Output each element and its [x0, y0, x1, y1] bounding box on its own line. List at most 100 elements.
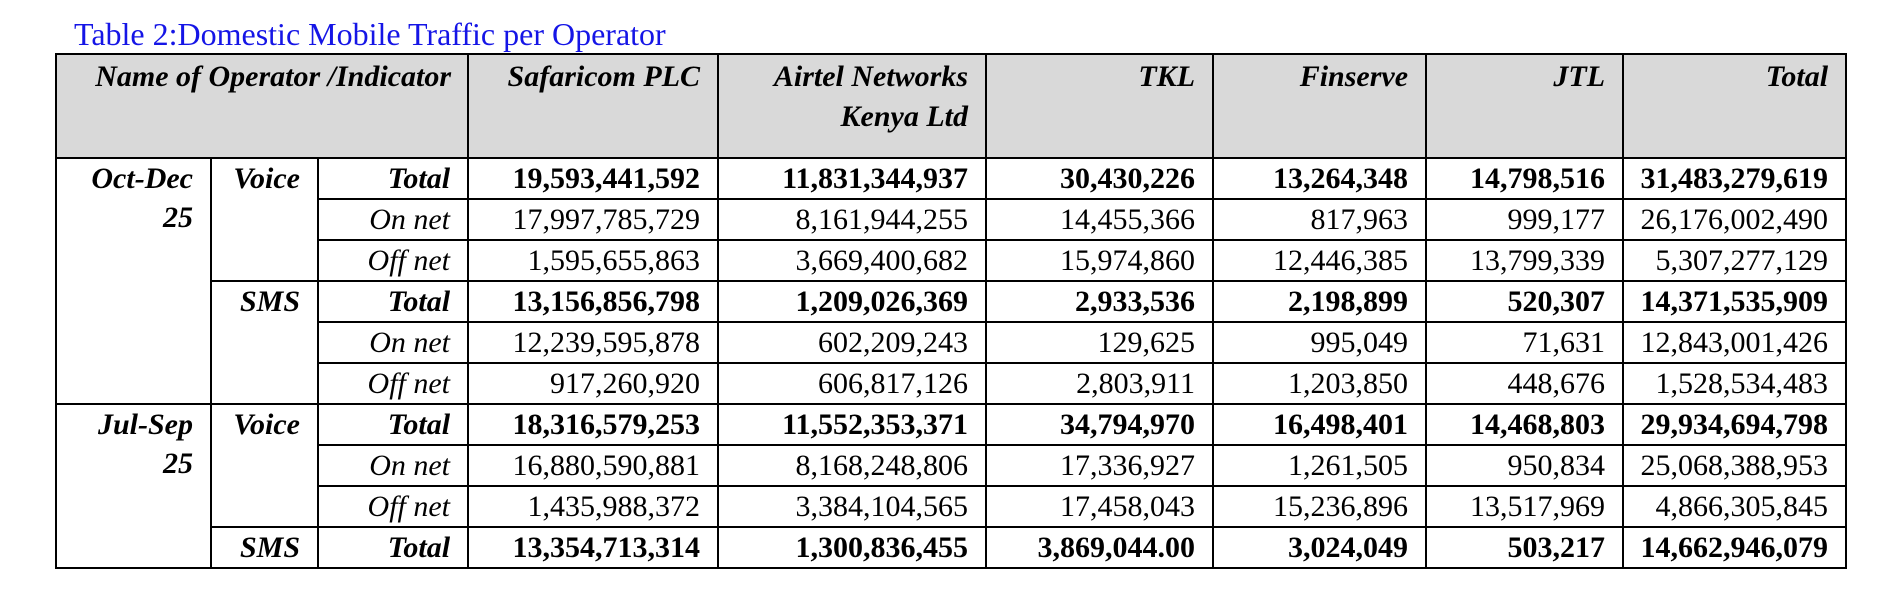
value-cell: 950,834: [1425, 444, 1625, 487]
header-operator: Airtel Networks Kenya Ltd: [717, 53, 988, 159]
service-cell: Voice: [210, 403, 319, 528]
value-cell: 1,209,026,369: [717, 280, 988, 323]
header-operator: JTL: [1425, 53, 1625, 159]
value-cell: 71,631: [1425, 321, 1625, 364]
value-cell: 3,669,400,682: [717, 239, 988, 282]
header-row: Name of Operator /Indicator Safaricom PL…: [54, 53, 1848, 159]
table-row: On net 17,997,785,729 8,161,944,255 14,455,…: [56, 198, 1848, 241]
value-cell: 13,354,713,314: [467, 526, 720, 569]
value-cell: 11,831,344,937: [717, 157, 988, 200]
header-operator-line: Safaricom PLC: [507, 60, 701, 93]
indicator-cell: On net: [316, 321, 470, 364]
indicator-cell: Off net: [316, 362, 470, 405]
value-cell: 14,798,516: [1425, 157, 1625, 200]
value-cell: 8,161,944,255: [717, 198, 988, 241]
indicator-cell: Total: [316, 403, 470, 446]
value-cell: 12,446,385: [1212, 239, 1428, 282]
value-cell: 1,203,850: [1212, 362, 1428, 405]
value-cell: 17,997,785,729: [467, 198, 720, 241]
total-value-cell: 5,307,277,129: [1622, 239, 1848, 282]
value-cell: 13,264,348: [1212, 157, 1428, 200]
table-row: On net 16,880,590,881 8,168,248,806 17,336,…: [56, 444, 1848, 487]
total-value-cell: 29,934,694,798: [1622, 403, 1848, 446]
table-caption: Table 2:Domestic Mobile Traffic per Oper…: [74, 16, 666, 52]
indicator-cell: Total: [316, 526, 470, 569]
header-operator: Finserve: [1212, 53, 1428, 159]
total-value-cell: 31,483,279,619: [1622, 157, 1848, 200]
table-body: Oct-Dec 25 Voice Total 19,593,441,592 11,831,…: [55, 157, 1848, 569]
indicator-cell: Off net: [316, 239, 470, 282]
header-operator: Safaricom PLC: [467, 53, 720, 159]
header-operator-line: Kenya Ltd: [840, 100, 969, 133]
total-value-cell: 14,662,946,079: [1622, 526, 1848, 569]
value-cell: 2,803,911: [985, 362, 1215, 405]
total-value-cell: 4,866,305,845: [1622, 485, 1848, 528]
value-cell: 520,307: [1425, 280, 1625, 323]
value-cell: 917,260,920: [467, 362, 720, 405]
header-operator-indicator: Name of Operator /Indicator: [54, 53, 470, 159]
value-cell: 19,593,441,592: [467, 157, 720, 200]
value-cell: 15,974,860: [985, 239, 1215, 282]
table-row: Off net 1,595,655,863 3,669,400,682 15,974,…: [56, 239, 1848, 282]
table-header: Name of Operator /Indicator Safaricom PL…: [54, 53, 1848, 159]
header-operator-line: TKL: [1138, 60, 1196, 93]
table-row: Jul-Sep 25 Voice Total 18,316,579,253 11,552,…: [55, 403, 1848, 569]
value-cell: 3,024,049: [1212, 526, 1428, 569]
service-cell: Voice: [210, 157, 319, 282]
table-row: Off net 1,435,988,372 3,384,104,565 17,458,…: [56, 485, 1848, 528]
header-operator-line: Finserve: [1299, 60, 1409, 93]
value-cell: 30,430,226: [985, 157, 1215, 200]
value-cell: 17,336,927: [985, 444, 1215, 487]
value-cell: 17,458,043: [985, 485, 1215, 528]
indicator-cell: On net: [316, 444, 470, 487]
period-label-line: Jul-Sep: [97, 408, 193, 441]
period-cell: Jul-Sep 25: [55, 403, 212, 569]
value-cell: 13,517,969: [1425, 485, 1625, 528]
header-operator-line: Total: [1765, 60, 1829, 93]
header-operator-line: Airtel Networks: [773, 60, 969, 93]
value-cell: 16,880,590,881: [467, 444, 720, 487]
value-cell: 606,817,126: [717, 362, 988, 405]
value-cell: 129,625: [985, 321, 1215, 364]
table-row: SMS Total 13,354,713,314 1,300,836,455 3,869…: [56, 526, 1848, 569]
service-cell: SMS: [210, 526, 319, 569]
header-total: Total: [1622, 53, 1848, 159]
value-cell: 3,869,044.00: [985, 526, 1215, 569]
total-value-cell: 25,068,388,953: [1622, 444, 1848, 487]
period-label-line: Oct-Dec: [91, 162, 193, 195]
total-value-cell: 12,843,001,426: [1622, 321, 1848, 364]
value-cell: 3,384,104,565: [717, 485, 988, 528]
indicator-cell: On net: [316, 198, 470, 241]
value-cell: 14,468,803: [1425, 403, 1625, 446]
value-cell: 12,239,595,878: [467, 321, 720, 364]
period-cell: Oct-Dec 25: [55, 157, 212, 405]
table-row: On net 12,239,595,878 602,209,243 129,625 99…: [56, 321, 1848, 364]
value-cell: 14,455,366: [985, 198, 1215, 241]
value-cell: 18,316,579,253: [467, 403, 720, 446]
total-value-cell: 26,176,002,490: [1622, 198, 1848, 241]
value-cell: 817,963: [1212, 198, 1428, 241]
value-cell: 999,177: [1425, 198, 1625, 241]
service-cell: SMS: [210, 280, 319, 405]
value-cell: 1,435,988,372: [467, 485, 720, 528]
table-row: Off net 917,260,920 606,817,126 2,803,911 1,…: [56, 362, 1848, 405]
value-cell: 448,676: [1425, 362, 1625, 405]
period-label-line: 25: [163, 447, 193, 480]
value-cell: 503,217: [1425, 526, 1625, 569]
value-cell: 15,236,896: [1212, 485, 1428, 528]
table-row: Oct-Dec 25 Voice Total 19,593,441,592 11,831,…: [55, 157, 1848, 405]
value-cell: 2,198,899: [1212, 280, 1428, 323]
total-value-cell: 14,371,535,909: [1622, 280, 1848, 323]
value-cell: 16,498,401: [1212, 403, 1428, 446]
value-cell: 8,168,248,806: [717, 444, 988, 487]
period-label-line: 25: [163, 201, 193, 234]
value-cell: 13,799,339: [1425, 239, 1625, 282]
indicator-cell: Total: [316, 280, 470, 323]
value-cell: 11,552,353,371: [717, 403, 988, 446]
total-value-cell: 1,528,534,483: [1622, 362, 1848, 405]
value-cell: 1,300,836,455: [717, 526, 988, 569]
indicator-cell: Off net: [316, 485, 470, 528]
value-cell: 13,156,856,798: [467, 280, 720, 323]
header-operator: TKL: [985, 53, 1215, 159]
value-cell: 1,595,655,863: [467, 239, 720, 282]
